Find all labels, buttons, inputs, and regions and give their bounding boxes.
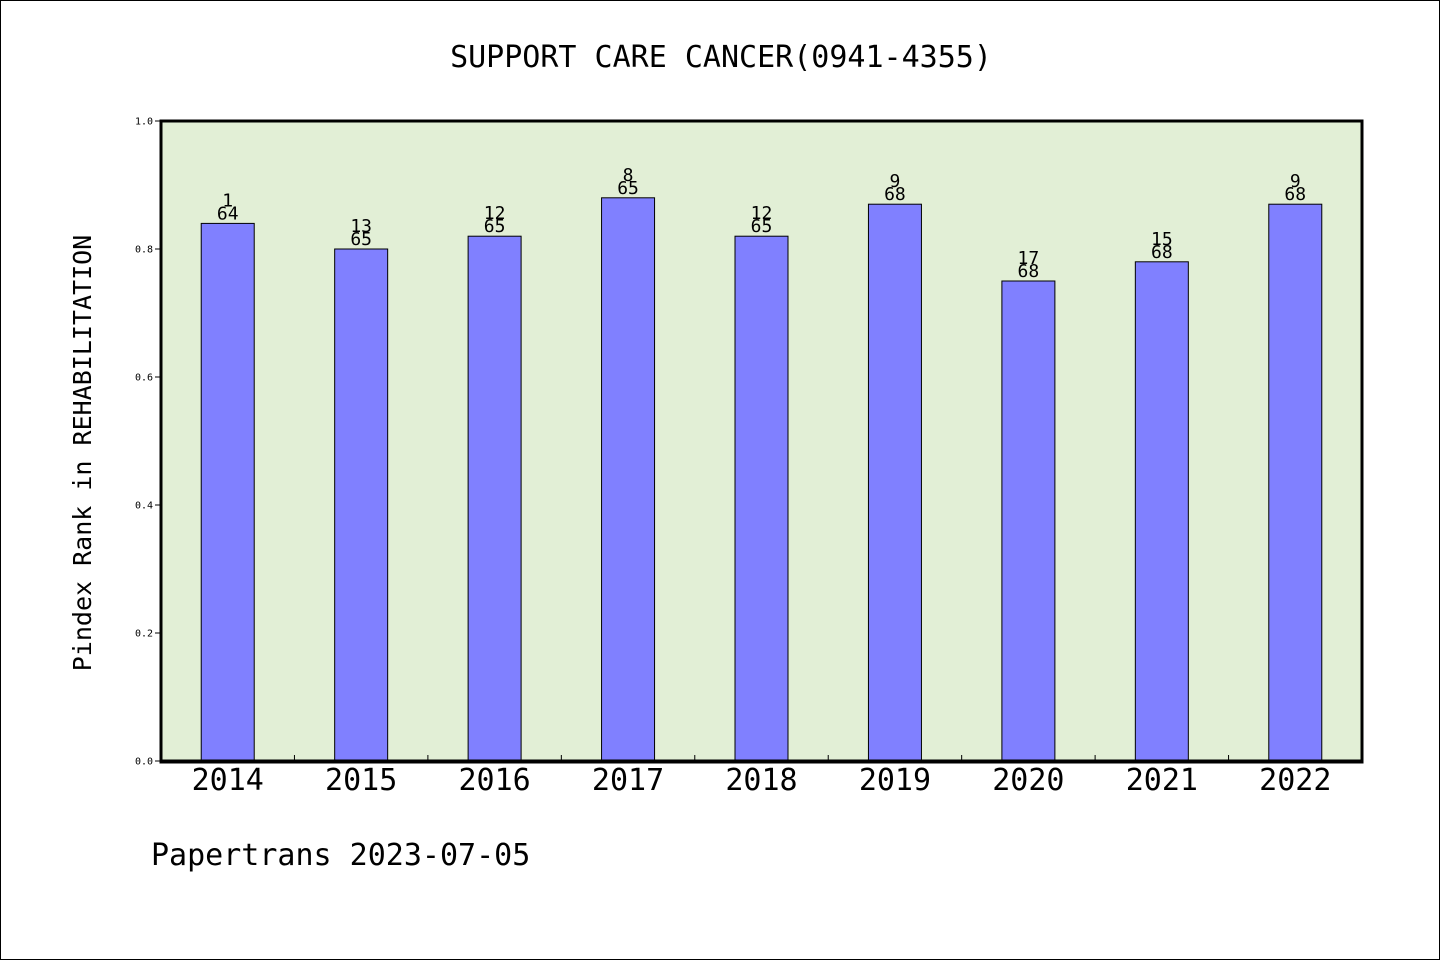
bar-total-label: 64: [217, 203, 239, 224]
y-axis: 0.0 0.2 0.4 0.6 0.8 1.0: [135, 117, 161, 768]
bar-total-label: 68: [1151, 242, 1173, 263]
bar-2015: [334, 248, 389, 762]
plot-border: [159, 119, 1364, 763]
bar-2022: [1268, 203, 1323, 762]
y-axis-label: Pindex Rank in REHABILITATION: [68, 235, 97, 672]
y-tick-label: 0.4: [135, 501, 153, 512]
bar-2014: [200, 222, 255, 762]
x-tick-label: 2022: [1259, 763, 1331, 798]
bar-total-label: 65: [350, 229, 372, 250]
bar-rank-label: 1: [222, 190, 233, 211]
x-tick-label: 2021: [1126, 763, 1198, 798]
bar-rank-label: 9: [890, 171, 901, 192]
x-tick-label: 2017: [592, 763, 664, 798]
bar-rank-label: 13: [350, 216, 372, 237]
bar-2020: [1001, 280, 1056, 762]
bar-2019: [867, 203, 922, 762]
y-tick-label: 0.2: [135, 629, 153, 640]
bar-total-label: 65: [484, 216, 506, 237]
x-tick-label: 2016: [458, 763, 530, 798]
bar-total-label: 68: [884, 184, 906, 205]
bar-2021: [1134, 261, 1189, 762]
x-tick-label: 2015: [325, 763, 397, 798]
x-tick-label: 2014: [192, 763, 264, 798]
bar-total-label: 68: [1284, 184, 1306, 205]
chart-title: SUPPORT CARE CANCER(0941-4355): [450, 40, 992, 75]
y-tick-label: 1.0: [135, 117, 153, 128]
footer-text: Papertrans 2023-07-05: [151, 838, 530, 873]
x-tick-label: 2018: [725, 763, 797, 798]
bars: [200, 197, 1323, 762]
bar-rank-label: 12: [484, 203, 506, 224]
y-tick-label: 0.6: [135, 373, 153, 384]
bar-rank-label: 8: [623, 165, 634, 186]
x-tick-label: 2019: [859, 763, 931, 798]
bar-total-label: 68: [1018, 261, 1040, 282]
bar-rank-label: 12: [751, 203, 773, 224]
bar-2018: [734, 235, 789, 762]
bar-2017: [601, 197, 656, 762]
y-tick-label: 0.8: [135, 245, 153, 256]
x-axis: 2014 2015 2016 2017 2018 2019 2020 2021 2022: [192, 755, 1331, 798]
bar-total-label: 65: [617, 178, 639, 199]
bar-rank-label: 15: [1151, 229, 1173, 250]
y-tick-label: 0.0: [135, 757, 153, 768]
bar-rank-label: 17: [1018, 248, 1040, 269]
bar-total-label: 65: [751, 216, 773, 237]
x-tick-label: 2020: [992, 763, 1064, 798]
bar-2016: [467, 235, 522, 762]
bar-rank-label: 9: [1290, 171, 1301, 192]
